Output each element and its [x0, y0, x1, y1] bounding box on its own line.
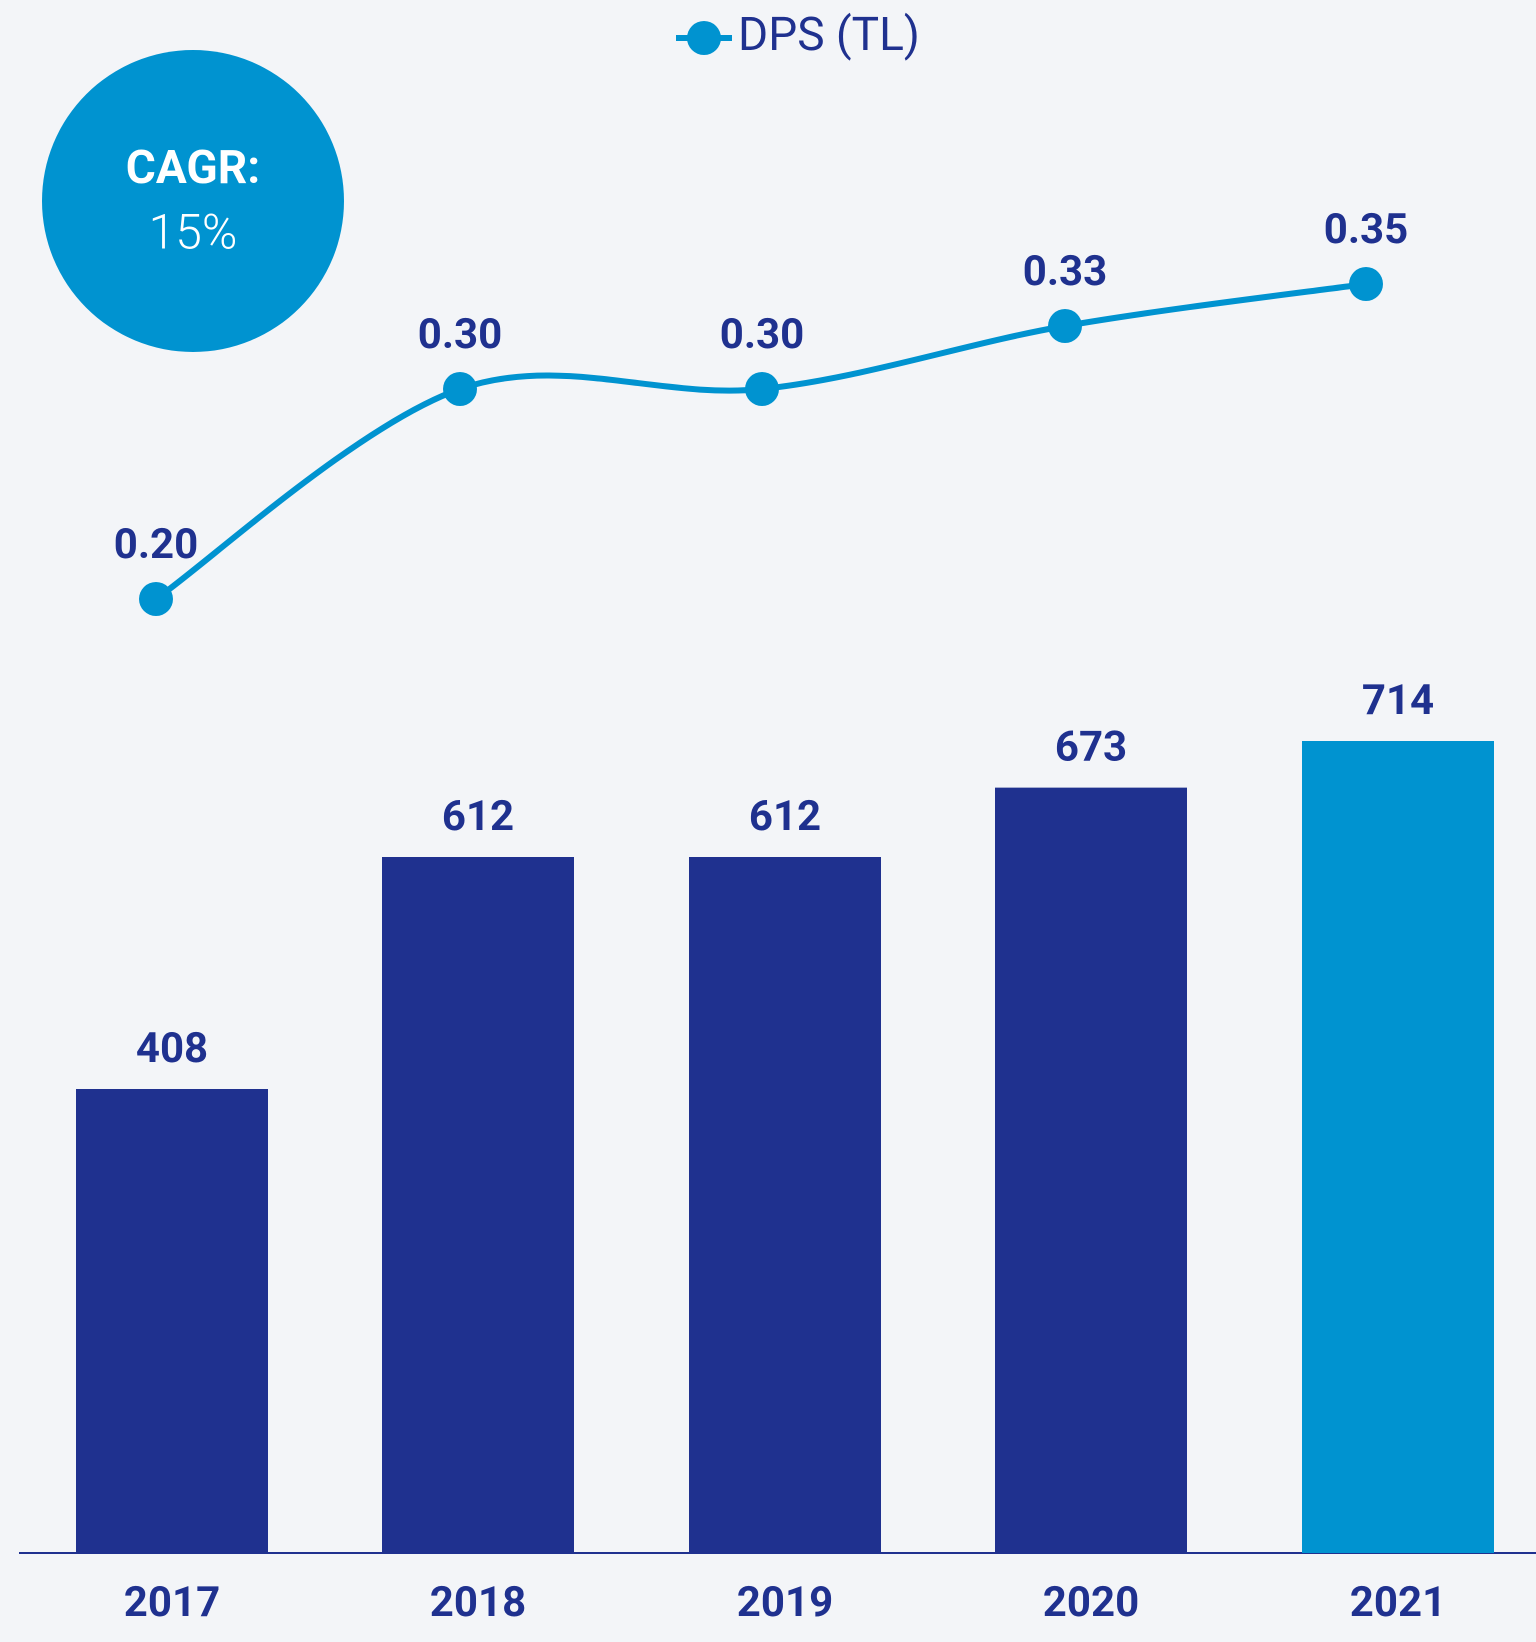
- cagr-badge: [42, 50, 344, 352]
- bar-value-label: 408: [136, 1024, 208, 1073]
- line-value-label: 0.20: [114, 520, 198, 569]
- cagr-value: 15%: [149, 204, 238, 261]
- bar-value-label: 714: [1362, 676, 1434, 725]
- line-point: [1349, 267, 1383, 301]
- x-tick-label: 2018: [430, 1578, 526, 1627]
- bar-value-label: 612: [442, 792, 514, 841]
- legend-marker: [687, 21, 721, 55]
- line-value-label: 0.30: [418, 310, 502, 359]
- line-value-label: 0.33: [1023, 247, 1107, 296]
- line-point: [1048, 309, 1082, 343]
- line-point: [443, 372, 477, 406]
- bar: [382, 857, 574, 1553]
- bar: [1302, 741, 1494, 1553]
- legend-label: DPS (TL): [738, 8, 920, 62]
- line-point: [745, 372, 779, 406]
- x-tick-label: 2019: [737, 1578, 833, 1627]
- line-point: [139, 582, 173, 616]
- bar-value-label: 612: [749, 792, 821, 841]
- bar: [995, 787, 1187, 1553]
- bar: [76, 1089, 268, 1553]
- line-value-label: 0.30: [720, 310, 804, 359]
- bar-value-label: 673: [1055, 723, 1127, 772]
- bar: [689, 857, 881, 1553]
- x-tick-label: 2020: [1043, 1578, 1139, 1627]
- x-tick-label: 2021: [1350, 1578, 1446, 1627]
- line-value-label: 0.35: [1324, 205, 1408, 254]
- x-tick-label: 2017: [124, 1578, 220, 1627]
- cagr-label: CAGR:: [126, 141, 260, 195]
